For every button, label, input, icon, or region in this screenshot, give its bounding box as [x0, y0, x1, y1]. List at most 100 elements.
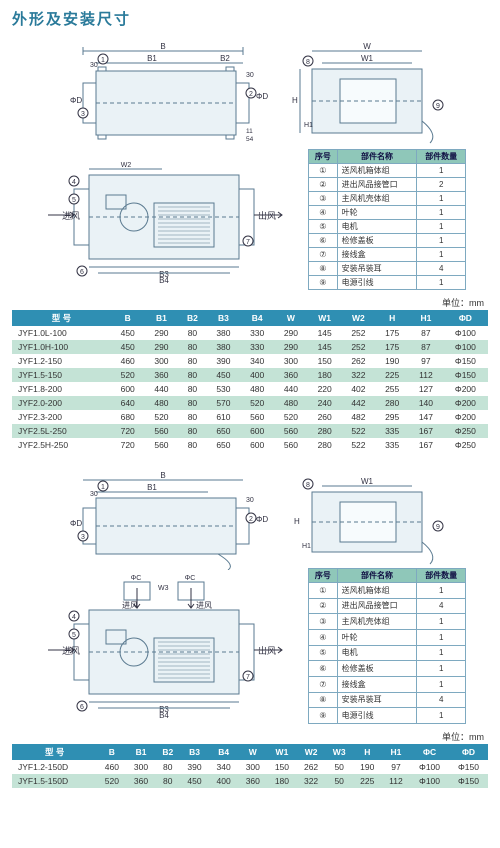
- dim-header: ΦD: [449, 744, 488, 760]
- svg-text:B2: B2: [220, 54, 230, 63]
- svg-text:7: 7: [246, 674, 250, 681]
- parts-row: ⑤电机1: [309, 645, 466, 661]
- svg-text:W2: W2: [121, 162, 132, 169]
- dim-row: JYF2.5L-25072056080650600560280522335167…: [12, 424, 488, 438]
- svg-text:ΦC: ΦC: [131, 575, 142, 582]
- svg-text:H: H: [294, 517, 300, 526]
- svg-text:3: 3: [81, 111, 85, 118]
- parts-row: ⑧安装吊装耳4: [309, 692, 466, 708]
- diagram-2-plan: B B1 30 30 1 2 3 ΦD ΦD: [48, 470, 268, 570]
- parts-row: ⑥检修盖板1: [309, 234, 466, 248]
- dim-header: B4: [209, 744, 238, 760]
- parts-table-2: 序号 部件名称 部件数量 ①送风机箱体组1②进出风品接管口4③主风机壳体组1④叶…: [308, 568, 466, 724]
- dim-header: B2: [178, 310, 206, 326]
- svg-text:H1: H1: [304, 122, 313, 129]
- svg-text:ΦD: ΦD: [70, 96, 82, 105]
- svg-text:B: B: [160, 471, 165, 480]
- dim-header: ΦC: [410, 744, 449, 760]
- svg-text:8: 8: [306, 482, 310, 489]
- parts-row: ⑦接线盒1: [309, 248, 466, 262]
- dim-header: B1: [126, 744, 155, 760]
- diagram-2-bottom: ΦC ΦC 进风 进风 W3: [34, 574, 294, 724]
- dim-header: H: [353, 744, 382, 760]
- dim-header: ΦD: [443, 310, 488, 326]
- dim-header: B2: [156, 744, 180, 760]
- svg-text:54: 54: [246, 136, 254, 143]
- dim-header: B4: [240, 310, 274, 326]
- parts-row: ⑨电源引线1: [309, 276, 466, 290]
- diagram-2-side: W1 H H1 8 9: [282, 470, 452, 570]
- dim-header: H1: [382, 744, 410, 760]
- diagram-row-2-top: B B1 30 30 1 2 3 ΦD ΦD W1: [12, 470, 488, 570]
- svg-text:W: W: [363, 42, 371, 51]
- parts-row: ④叶轮1: [309, 629, 466, 645]
- page-title: 外形及安装尺寸: [12, 8, 488, 29]
- dim-header: B3: [207, 310, 241, 326]
- svg-text:2: 2: [249, 516, 253, 523]
- dim-header: W2: [342, 310, 376, 326]
- parts-row: ⑤电机1: [309, 220, 466, 234]
- svg-text:8: 8: [306, 59, 310, 66]
- svg-text:ΦC: ΦC: [185, 575, 196, 582]
- parts-row: ⑥检修盖板1: [309, 661, 466, 677]
- svg-text:7: 7: [246, 239, 250, 246]
- svg-text:B4: B4: [159, 276, 169, 285]
- dim-row: JYF2.3-20068052080610560520260482295147Φ…: [12, 410, 488, 424]
- parts-row: ⑧安装吊装耳4: [309, 262, 466, 276]
- svg-text:进风: 进风: [196, 601, 212, 610]
- svg-text:9: 9: [436, 524, 440, 531]
- parts-table-1: 序号 部件名称 部件数量 ①送风机箱体组1②进出风品接管口2③主风机壳体组1④叶…: [308, 149, 466, 290]
- dim-row: JYF2.0-20064048080570520480240442280140Φ…: [12, 396, 488, 410]
- svg-text:5: 5: [72, 632, 76, 639]
- svg-text:6: 6: [80, 269, 84, 276]
- diagram-1-plan: B B1 B2 30 30 1 2 3: [48, 41, 268, 151]
- dim-row: JYF1.0H-1004502908038033029014525217587Φ…: [12, 340, 488, 354]
- dim-row: JYF1.5-150D52036080450400360180322502251…: [12, 774, 488, 788]
- svg-text:30: 30: [246, 497, 254, 504]
- dim-header: B: [97, 744, 126, 760]
- parts-row: ②进出风品接管口4: [309, 598, 466, 614]
- svg-text:30: 30: [90, 62, 98, 69]
- dim-header: W: [274, 310, 308, 326]
- svg-text:ΦD: ΦD: [256, 515, 268, 524]
- svg-text:W1: W1: [361, 54, 374, 63]
- parts-row: ②进出风品接管口2: [309, 178, 466, 192]
- svg-text:1: 1: [101, 484, 105, 491]
- svg-text:B1: B1: [147, 54, 157, 63]
- parts-row: ③主风机壳体组1: [309, 192, 466, 206]
- diagram-row-1-bottom: 进风 出风 B3 B4 W2 4 5 6 7 序号: [12, 155, 488, 290]
- dim-header: H1: [409, 310, 443, 326]
- dim-header: W: [238, 744, 267, 760]
- dim-table-2: 型 号BB1B2B3B4WW1W2W3HH1ΦCΦD JYF1.2-150D46…: [12, 744, 488, 788]
- unit-label-2: 单位：mm: [442, 730, 484, 743]
- diagram-row-2-bottom: ΦC ΦC 进风 进风 W3: [12, 574, 488, 724]
- dim-header: W3: [326, 744, 353, 760]
- dim-row: JYF1.2-1504603008039034030015026219097Φ1…: [12, 354, 488, 368]
- svg-text:1: 1: [101, 57, 105, 64]
- section-1: B B1 B2 30 30 1 2 3: [12, 41, 488, 452]
- dim-header: B3: [180, 744, 209, 760]
- svg-text:2: 2: [249, 91, 253, 98]
- dim-header: 型 号: [12, 744, 97, 760]
- diagram-row-1-top: B B1 B2 30 30 1 2 3: [12, 41, 488, 151]
- dim-table-1: 型 号BB1B2B3B4WW1W2HH1ΦD JYF1.0L-100450290…: [12, 310, 488, 452]
- svg-text:4: 4: [72, 179, 76, 186]
- dim-header: B: [111, 310, 145, 326]
- svg-text:4: 4: [72, 614, 76, 621]
- svg-text:9: 9: [436, 103, 440, 110]
- svg-text:H1: H1: [302, 543, 311, 550]
- dim-row: JYF1.0L-1004502908038033029014525217587Φ…: [12, 326, 488, 340]
- svg-text:进风: 进风: [122, 601, 138, 610]
- dim-row: JYF1.8-20060044080530480440220402255127Φ…: [12, 382, 488, 396]
- svg-text:B: B: [160, 42, 165, 51]
- svg-text:H: H: [292, 96, 298, 105]
- svg-text:3: 3: [81, 534, 85, 541]
- svg-text:ΦD: ΦD: [256, 92, 268, 101]
- diagram-1-side: W W1 H H1 8 9: [282, 41, 452, 151]
- section-2: B B1 30 30 1 2 3 ΦD ΦD W1: [12, 470, 488, 788]
- svg-text:5: 5: [72, 197, 76, 204]
- dim-header: W1: [267, 744, 296, 760]
- svg-text:30: 30: [246, 72, 254, 79]
- svg-text:ΦD: ΦD: [70, 519, 82, 528]
- parts-row: ①送风机箱体组1: [309, 583, 466, 599]
